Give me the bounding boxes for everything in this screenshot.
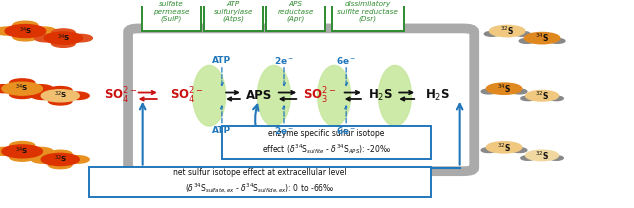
Text: $^{34}$S: $^{34}$S <box>18 25 32 37</box>
Text: ATP: ATP <box>212 126 231 135</box>
Circle shape <box>65 156 89 163</box>
Circle shape <box>486 83 522 94</box>
Circle shape <box>31 156 55 163</box>
Circle shape <box>481 89 496 94</box>
Text: $^{34}$S: $^{34}$S <box>535 32 549 44</box>
Text: H$_2$S: H$_2$S <box>425 88 450 103</box>
Text: SO$_3^{2-}$: SO$_3^{2-}$ <box>304 86 337 106</box>
Text: $^{32}$S: $^{32}$S <box>500 25 514 37</box>
Text: $^{32}$S: $^{32}$S <box>535 149 549 162</box>
Text: dissimilatory
sulfite reductase
(Dsr): dissimilatory sulfite reductase (Dsr) <box>337 1 398 22</box>
Circle shape <box>41 90 79 102</box>
Circle shape <box>481 148 496 152</box>
FancyBboxPatch shape <box>142 0 200 31</box>
Circle shape <box>519 38 534 43</box>
Circle shape <box>484 31 500 36</box>
Circle shape <box>0 27 20 35</box>
Text: $^{34}$S: $^{34}$S <box>56 32 70 44</box>
Circle shape <box>31 27 56 35</box>
Ellipse shape <box>193 66 226 126</box>
Circle shape <box>2 82 42 95</box>
Circle shape <box>65 92 89 99</box>
Circle shape <box>2 145 42 158</box>
Circle shape <box>550 96 563 101</box>
Circle shape <box>524 32 560 44</box>
FancyBboxPatch shape <box>332 0 403 31</box>
Circle shape <box>512 89 527 94</box>
Circle shape <box>486 142 522 153</box>
Text: ATP: ATP <box>212 56 231 65</box>
Text: SO$_4^{2-}$: SO$_4^{2-}$ <box>104 86 137 106</box>
Circle shape <box>0 85 16 93</box>
Ellipse shape <box>318 66 351 126</box>
Circle shape <box>526 150 559 161</box>
Circle shape <box>28 147 53 155</box>
Text: 6e$^-$: 6e$^-$ <box>336 55 356 66</box>
Text: $^{32}$S: $^{32}$S <box>53 90 67 102</box>
Text: ATP
sulfurylase
(Atps): ATP sulfurylase (Atps) <box>214 1 253 22</box>
FancyBboxPatch shape <box>204 0 262 31</box>
Circle shape <box>5 25 46 37</box>
Text: net sulfur isotope effect at extracellular level
($\delta^{34}$S$_{sulfate,ex}$ : net sulfur isotope effect at extracellul… <box>173 168 347 195</box>
Circle shape <box>550 38 565 43</box>
Circle shape <box>10 141 35 150</box>
Text: $^{34}$S: $^{34}$S <box>497 83 511 95</box>
Text: $^{32}$S: $^{32}$S <box>53 154 67 165</box>
Circle shape <box>0 147 16 155</box>
Circle shape <box>489 25 525 37</box>
Text: 2e$^-$: 2e$^-$ <box>274 55 294 66</box>
Circle shape <box>13 33 38 41</box>
Circle shape <box>515 31 530 36</box>
Text: SO$_4^{2-}$: SO$_4^{2-}$ <box>171 86 204 106</box>
Text: $^{34}$S: $^{34}$S <box>15 83 29 94</box>
Circle shape <box>44 32 82 44</box>
Ellipse shape <box>378 66 411 126</box>
Text: APS: APS <box>245 89 272 102</box>
FancyBboxPatch shape <box>266 0 325 31</box>
Circle shape <box>41 153 79 166</box>
Circle shape <box>51 40 75 47</box>
Text: sulfate
permease
(SulP): sulfate permease (SulP) <box>153 1 190 22</box>
Text: APS
reductase
(Apr): APS reductase (Apr) <box>277 1 314 22</box>
Text: $^{34}$S: $^{34}$S <box>15 146 29 157</box>
Circle shape <box>34 34 58 42</box>
Circle shape <box>48 161 72 169</box>
Ellipse shape <box>257 66 290 126</box>
Circle shape <box>48 87 72 94</box>
Circle shape <box>31 92 55 99</box>
Text: enzyme specific sulfur isotope
effect ($\delta^{34}$S$_{sulfite}$ - $\delta^{34}: enzyme specific sulfur isotope effect ($… <box>262 129 391 156</box>
Text: 6e$^-$: 6e$^-$ <box>336 125 356 136</box>
Circle shape <box>10 90 35 99</box>
Circle shape <box>521 96 534 101</box>
Circle shape <box>13 21 38 29</box>
Circle shape <box>550 156 563 160</box>
FancyBboxPatch shape <box>89 167 431 197</box>
Circle shape <box>10 79 35 87</box>
FancyBboxPatch shape <box>222 126 431 160</box>
Circle shape <box>68 34 93 42</box>
Circle shape <box>48 98 72 105</box>
Circle shape <box>521 156 534 160</box>
Text: 2e$^-$: 2e$^-$ <box>274 125 294 136</box>
Circle shape <box>512 148 527 152</box>
Circle shape <box>48 150 72 158</box>
Circle shape <box>28 85 53 93</box>
Text: $^{32}$S: $^{32}$S <box>535 90 549 102</box>
Text: $^{32}$S: $^{32}$S <box>497 141 511 154</box>
Circle shape <box>526 90 559 101</box>
Text: H$_2$S: H$_2$S <box>368 88 393 103</box>
Circle shape <box>51 29 75 36</box>
Circle shape <box>10 153 35 161</box>
